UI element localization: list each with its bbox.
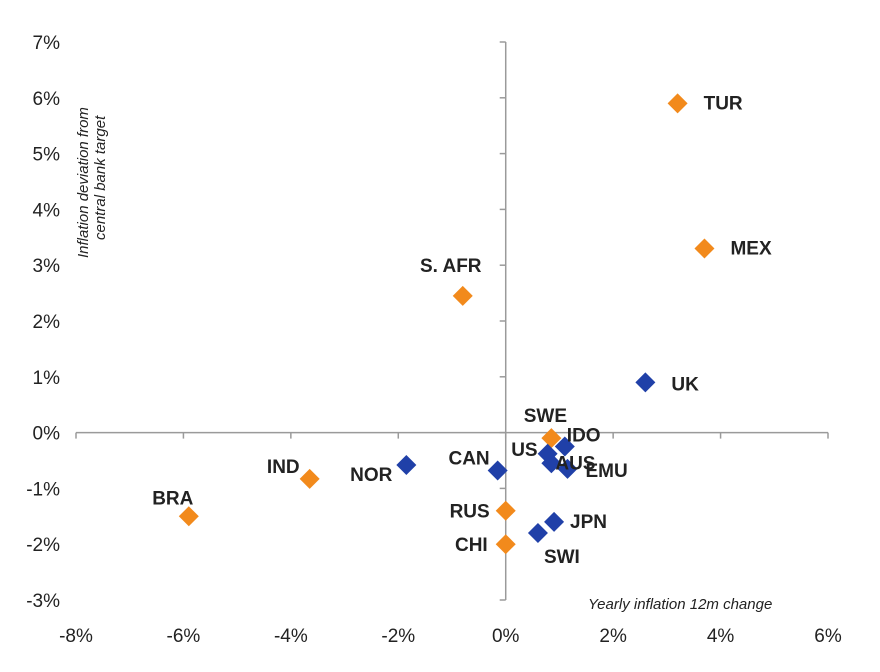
data-label-rus: RUS xyxy=(450,502,490,523)
y-tick-label: -1% xyxy=(26,479,60,500)
data-label-ind: IND xyxy=(267,457,300,478)
y-tick-label: 4% xyxy=(33,200,61,221)
y-tick-label: 0% xyxy=(33,424,61,445)
y-tick-label: 5% xyxy=(33,145,61,166)
x-axis-title: Yearly inflation 12m change xyxy=(588,596,772,613)
data-label-nor: NOR xyxy=(350,465,393,486)
data-label-swe: SWE xyxy=(524,406,567,427)
data-point-mex xyxy=(694,238,715,259)
data-label-can: CAN xyxy=(448,449,489,470)
data-label-us: US xyxy=(511,440,537,461)
y-tick-label: 3% xyxy=(33,256,61,277)
x-tick-label: -8% xyxy=(59,626,93,647)
x-tick-label: -6% xyxy=(167,626,201,647)
data-label-bra: BRA xyxy=(152,488,193,509)
data-point-ido xyxy=(554,436,575,457)
data-point-bra xyxy=(178,506,199,527)
data-point-s-afr xyxy=(452,285,473,306)
data-label-jpn: JPN xyxy=(570,512,607,533)
data-point-emu xyxy=(557,458,578,479)
data-label-tur: TUR xyxy=(704,93,743,114)
data-point-uk xyxy=(635,372,656,393)
data-point-can xyxy=(487,460,508,481)
data-point-aus xyxy=(541,453,562,474)
y-tick-label: -3% xyxy=(26,591,60,612)
data-label-uk: UK xyxy=(671,374,699,395)
data-point-rus xyxy=(495,500,516,521)
y-tick-labels: -3% -2% -1% 0% 1% 2% 3% 4% 5% 6% 7% xyxy=(26,33,506,612)
data-label-s-afr: S. AFR xyxy=(420,256,482,277)
x-tick-labels: -8% -6% -4% -2% 0% 2% 4% 6% xyxy=(59,432,842,647)
data-points xyxy=(178,93,715,555)
y-tick-label: 7% xyxy=(33,33,61,54)
data-point-nor xyxy=(396,454,417,475)
data-label-swi: SWI xyxy=(544,547,580,568)
y-tick-label: 2% xyxy=(33,312,61,333)
y-tick-label: 1% xyxy=(33,368,61,389)
data-label-aus: AUS xyxy=(555,453,595,474)
x-tick-label: 4% xyxy=(707,626,735,647)
x-tick-label: -4% xyxy=(274,626,308,647)
data-label-mex: MEX xyxy=(730,238,772,259)
data-point-swi xyxy=(527,523,548,544)
data-point-chi xyxy=(495,534,516,555)
data-label-ido: IDO xyxy=(567,426,601,447)
y-tick-label: 6% xyxy=(33,89,61,110)
data-point-tur xyxy=(667,93,688,114)
data-point-ind xyxy=(299,468,320,489)
y-axis-title: Inflation deviation from central bank ta… xyxy=(75,107,109,258)
y-axis-title-line-2: central bank target xyxy=(92,115,109,240)
x-tick-label: -2% xyxy=(381,626,415,647)
x-tick-label: 6% xyxy=(814,626,842,647)
x-tick-label: 2% xyxy=(599,626,627,647)
data-point-swe xyxy=(541,428,562,449)
data-label-emu: EMU xyxy=(585,461,627,482)
x-tick-label: 0% xyxy=(492,626,520,647)
data-label-chi: CHI xyxy=(455,535,488,556)
y-axis-title-line-1: Inflation deviation from xyxy=(75,107,92,258)
y-tick-label: -2% xyxy=(26,535,60,556)
data-point-jpn xyxy=(544,511,565,532)
